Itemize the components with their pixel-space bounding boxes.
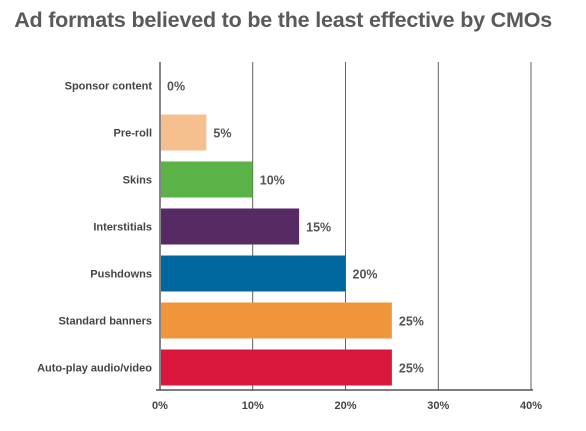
bar-skins (161, 161, 253, 198)
x-tick-label: 20% (334, 400, 356, 412)
x-tick-label: 30% (427, 400, 449, 412)
category-label: Standard banners (58, 316, 152, 328)
value-label: 20% (353, 268, 378, 282)
category-label: Auto-play audio/video (37, 363, 152, 375)
chart-title: Ad formats believed to be the least effe… (14, 8, 552, 32)
bar-pushdowns (161, 255, 346, 292)
value-label: 10% (260, 174, 285, 188)
category-labels: Sponsor content Pre-roll Skins Interstitial… (37, 81, 152, 375)
category-label: Pushdowns (90, 269, 152, 281)
bar-pre-roll (161, 114, 207, 151)
category-label: Skins (123, 175, 152, 187)
value-label: 25% (399, 315, 424, 329)
x-tick-labels: 0% 10% 20% 30% 40% (152, 400, 542, 412)
bar-auto-play-audio-video (161, 349, 392, 386)
value-label: 15% (306, 221, 331, 235)
bar-interstitials (161, 208, 300, 245)
category-label: Sponsor content (65, 81, 153, 93)
bar-standard-banners (161, 302, 392, 339)
category-label: Interstitials (93, 222, 152, 234)
value-label: 0% (167, 80, 185, 94)
value-label: 25% (399, 362, 424, 376)
x-tick-label: 0% (152, 400, 168, 412)
value-label: 5% (213, 127, 231, 141)
x-tick-label: 40% (520, 400, 542, 412)
x-tick-label: 10% (242, 400, 264, 412)
bars (161, 114, 392, 386)
value-labels: 0% 5% 10% 15% 20% 25% 25% (167, 80, 424, 376)
category-label: Pre-roll (113, 128, 152, 140)
